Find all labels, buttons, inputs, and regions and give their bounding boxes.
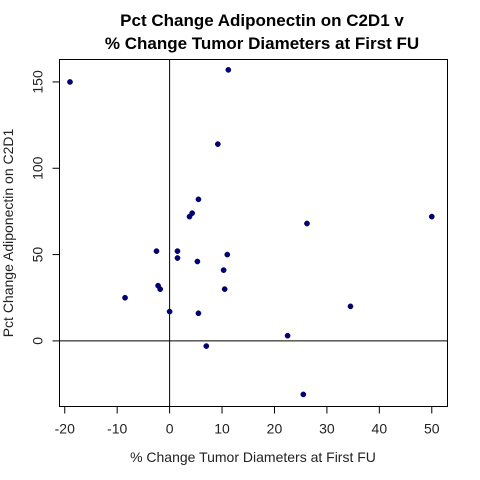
- y-tick-label: 0: [30, 337, 46, 345]
- data-point: [215, 141, 220, 146]
- x-tick-label: 50: [424, 421, 440, 437]
- data-point: [304, 221, 309, 226]
- data-point: [122, 295, 127, 300]
- x-tick-label: 30: [319, 421, 335, 437]
- data-point: [196, 197, 201, 202]
- y-tick-label: 50: [30, 247, 46, 263]
- chart-title-line-1: Pct Change Adiponectin on C2D1 v: [120, 11, 404, 30]
- data-point: [225, 252, 230, 257]
- chart-title-line-2: % Change Tumor Diameters at First FU: [105, 34, 419, 53]
- data-point: [196, 311, 201, 316]
- y-tick-label: 150: [30, 70, 46, 94]
- data-point: [204, 343, 209, 348]
- reference-lines: [60, 60, 448, 407]
- data-points: [67, 67, 434, 397]
- x-tick-label: 10: [214, 421, 230, 437]
- data-point: [154, 249, 159, 254]
- data-point: [222, 287, 227, 292]
- data-point: [221, 268, 226, 273]
- data-point: [167, 309, 172, 314]
- x-axis-label: % Change Tumor Diameters at First FU: [130, 449, 376, 465]
- x-tick-label: -10: [107, 421, 127, 437]
- data-point: [67, 79, 72, 84]
- data-point: [285, 333, 290, 338]
- x-tick-label: 0: [166, 421, 174, 437]
- data-point: [226, 67, 231, 72]
- y-tick-label: 100: [30, 156, 46, 180]
- x-tick-label: 40: [372, 421, 388, 437]
- plot-frame: [60, 60, 448, 407]
- x-tick-label: -20: [55, 421, 75, 437]
- data-point: [175, 255, 180, 260]
- data-point: [175, 249, 180, 254]
- data-point: [195, 259, 200, 264]
- data-point: [190, 211, 195, 216]
- data-point: [158, 287, 163, 292]
- y-axis: 0 50 100 150: [30, 70, 60, 345]
- x-axis: -20 -10 0 10 20 30 40 50: [55, 407, 440, 437]
- data-point: [301, 392, 306, 397]
- data-point: [429, 214, 434, 219]
- data-point: [348, 304, 353, 309]
- x-tick-label: 20: [267, 421, 283, 437]
- y-axis-label: Pct Change Adiponectin on C2D1: [0, 128, 16, 337]
